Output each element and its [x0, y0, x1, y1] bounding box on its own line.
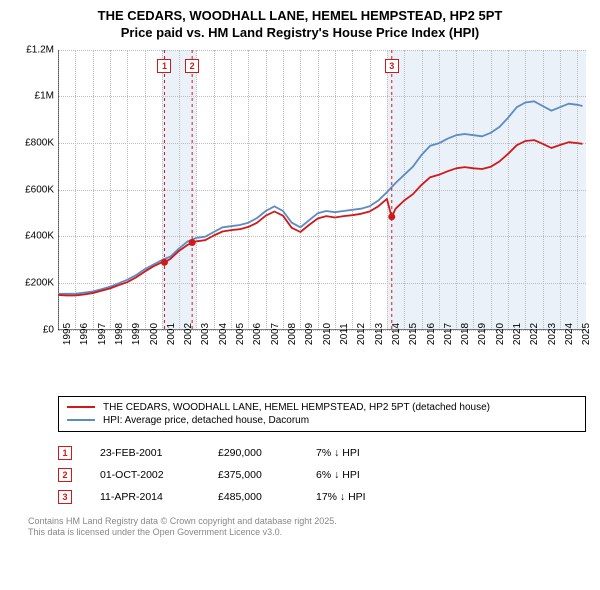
- x-tick-label: 2008: [287, 323, 298, 345]
- x-tick-label: 1996: [79, 323, 90, 345]
- transaction-marker: 1: [58, 446, 72, 460]
- y-tick-label: £1.2M: [26, 44, 54, 55]
- x-tick-label: 2012: [356, 323, 367, 345]
- x-tick-label: 2022: [529, 323, 540, 345]
- series-price_paid: [58, 140, 583, 295]
- legend-item: THE CEDARS, WOODHALL LANE, HEMEL HEMPSTE…: [67, 401, 577, 414]
- transaction-marker: 2: [58, 468, 72, 482]
- x-tick-label: 2018: [460, 323, 471, 345]
- attribution: Contains HM Land Registry data © Crown c…: [28, 516, 586, 539]
- transaction-date: 23-FEB-2001: [100, 447, 190, 459]
- series-hpi: [58, 101, 583, 293]
- x-tick-label: 2021: [512, 323, 523, 345]
- legend-item: HPI: Average price, detached house, Daco…: [67, 414, 577, 427]
- x-tick-label: 2024: [564, 323, 575, 345]
- title-line-1: THE CEDARS, WOODHALL LANE, HEMEL HEMPSTE…: [98, 8, 503, 23]
- x-tick-label: 2002: [183, 323, 194, 345]
- x-tick-label: 2014: [391, 323, 402, 345]
- x-tick-label: 2017: [443, 323, 454, 345]
- transaction-row: 2 01-OCT-2002 £375,000 6% ↓ HPI: [58, 464, 586, 486]
- transaction-pct: 6% ↓ HPI: [316, 469, 396, 481]
- transactions-table: 1 23-FEB-2001 £290,000 7% ↓ HPI 2 01-OCT-2002…: [58, 442, 586, 508]
- legend-label: HPI: Average price, detached house, Daco…: [103, 415, 309, 426]
- y-tick-label: £1M: [35, 91, 54, 102]
- x-tick-label: 2023: [547, 323, 558, 345]
- x-axis: 1995199619971998199920002001200220032004…: [58, 332, 586, 386]
- x-tick-label: 2006: [252, 323, 263, 345]
- plot-area: 12 3: [58, 50, 586, 330]
- x-tick-label: 2001: [166, 323, 177, 345]
- transaction-price: £485,000: [218, 491, 288, 503]
- x-tick-label: 2004: [218, 323, 229, 345]
- transaction-price: £375,000: [218, 469, 288, 481]
- transaction-row: 1 23-FEB-2001 £290,000 7% ↓ HPI: [58, 442, 586, 464]
- legend-swatch: [67, 419, 95, 421]
- legend-swatch: [67, 406, 95, 408]
- y-tick-label: £600K: [25, 184, 54, 195]
- y-tick-label: £400K: [25, 231, 54, 242]
- marker-label: 2: [185, 59, 199, 73]
- x-tick-label: 2010: [322, 323, 333, 345]
- transaction-pct: 17% ↓ HPI: [316, 491, 396, 503]
- x-tick-label: 2000: [149, 323, 160, 345]
- title-line-2: Price paid vs. HM Land Registry's House …: [121, 25, 480, 40]
- x-tick-label: 2025: [581, 323, 592, 345]
- x-tick-label: 2015: [408, 323, 419, 345]
- marker-label: 3: [385, 59, 399, 73]
- y-tick-label: £200K: [25, 278, 54, 289]
- transaction-pct: 7% ↓ HPI: [316, 447, 396, 459]
- x-tick-label: 2009: [304, 323, 315, 345]
- attribution-line-1: Contains HM Land Registry data © Crown c…: [28, 516, 337, 526]
- x-tick-label: 2020: [495, 323, 506, 345]
- x-tick-label: 2016: [426, 323, 437, 345]
- transaction-marker: 3: [58, 490, 72, 504]
- marker-dot: [388, 213, 395, 220]
- chart-title: THE CEDARS, WOODHALL LANE, HEMEL HEMPSTE…: [14, 8, 586, 42]
- x-tick-label: 2005: [235, 323, 246, 345]
- y-axis: £0£200K£400K£600K£800K£1M£1.2M: [14, 50, 58, 330]
- x-tick-label: 2007: [270, 323, 281, 345]
- transaction-row: 3 11-APR-2014 £485,000 17% ↓ HPI: [58, 486, 586, 508]
- marker-label: 1: [157, 59, 171, 73]
- chart-area: £0£200K£400K£600K£800K£1M£1.2M 123 19951…: [14, 50, 586, 390]
- x-tick-label: 2013: [374, 323, 385, 345]
- x-tick-label: 1998: [114, 323, 125, 345]
- attribution-line-2: This data is licensed under the Open Gov…: [28, 527, 282, 537]
- x-tick-label: 1997: [97, 323, 108, 345]
- legend-label: THE CEDARS, WOODHALL LANE, HEMEL HEMPSTE…: [103, 402, 490, 413]
- y-tick-label: £800K: [25, 138, 54, 149]
- marker-dot: [161, 259, 168, 266]
- x-tick-label: 1995: [62, 323, 73, 345]
- transaction-price: £290,000: [218, 447, 288, 459]
- x-tick-label: 2003: [200, 323, 211, 345]
- chart-container: THE CEDARS, WOODHALL LANE, HEMEL HEMPSTE…: [0, 0, 600, 590]
- transaction-date: 01-OCT-2002: [100, 469, 190, 481]
- plot-svg: [58, 50, 586, 330]
- legend: THE CEDARS, WOODHALL LANE, HEMEL HEMPSTE…: [58, 396, 586, 432]
- y-tick-label: £0: [43, 324, 54, 335]
- x-tick-label: 2011: [339, 323, 350, 345]
- transaction-date: 11-APR-2014: [100, 491, 190, 503]
- x-tick-label: 2019: [477, 323, 488, 345]
- marker-dot: [189, 239, 196, 246]
- x-tick-label: 1999: [131, 323, 142, 345]
